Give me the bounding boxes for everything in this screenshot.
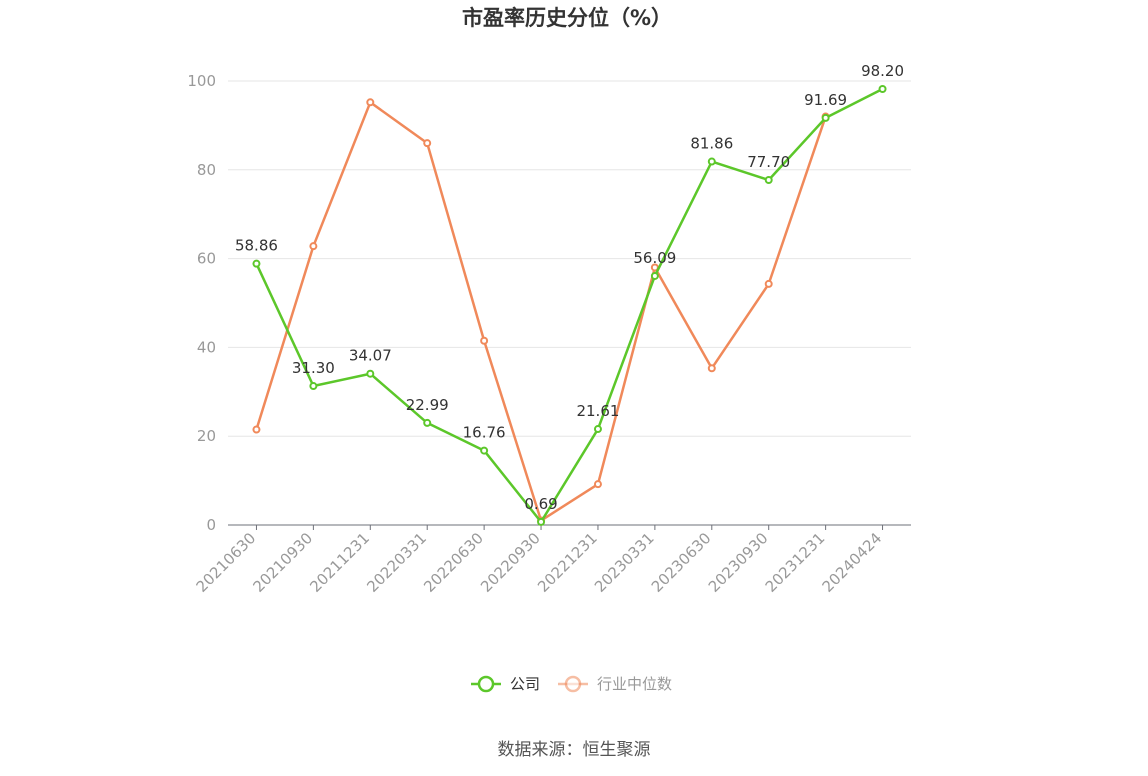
- y-tick-label: 100: [187, 72, 216, 90]
- legend[interactable]: 公司 行业中位数: [471, 675, 672, 693]
- data-point[interactable]: [537, 517, 546, 526]
- data-point[interactable]: [878, 84, 887, 93]
- data-labels: 58.86 31.30 34.07 22.99 16.76 0.69 21.61 56.09 8…: [235, 62, 904, 513]
- y-tick-label: 20: [197, 427, 216, 445]
- data-label: 56.09: [633, 249, 676, 267]
- y-tick-label: 0: [206, 516, 216, 534]
- series-company: [252, 84, 887, 526]
- data-point[interactable]: [252, 425, 261, 434]
- y-axis-ticks: 0 20 40 60 80 100: [187, 72, 216, 534]
- grid: [228, 80, 911, 437]
- data-point[interactable]: [309, 382, 318, 391]
- data-label: 58.86: [235, 237, 278, 255]
- x-tick-label: 20210930: [249, 529, 316, 596]
- legend-label: 公司: [510, 675, 540, 693]
- x-tick-label: 20240424: [819, 529, 886, 596]
- data-point[interactable]: [707, 157, 716, 166]
- data-label: 81.86: [690, 135, 733, 153]
- data-label: 77.70: [747, 153, 790, 171]
- x-tick-label: 20221231: [534, 529, 601, 596]
- data-source: 数据来源：恒生聚源: [498, 740, 651, 760]
- data-point[interactable]: [480, 446, 489, 455]
- legend-label: 行业中位数: [597, 675, 672, 693]
- x-tick-label: 20220630: [420, 529, 487, 596]
- data-point[interactable]: [764, 279, 773, 288]
- data-label: 21.61: [576, 402, 619, 420]
- x-tick-label: 20230331: [591, 529, 658, 596]
- data-label: 91.69: [804, 91, 847, 109]
- series-group: [252, 84, 887, 526]
- y-tick-label: 40: [197, 338, 216, 356]
- x-axis: 2021063020210930202112312022033120220630…: [193, 524, 911, 596]
- legend-marker: [564, 675, 582, 693]
- data-point[interactable]: [252, 259, 261, 268]
- data-label: 31.30: [292, 359, 335, 377]
- x-tick-label: 20220930: [477, 529, 544, 596]
- data-label: 34.07: [349, 347, 392, 365]
- data-label: 98.20: [861, 62, 904, 80]
- data-point[interactable]: [764, 176, 773, 185]
- data-label: 16.76: [463, 424, 506, 442]
- x-tick-label: 20230930: [705, 529, 772, 596]
- legend-marker: [477, 675, 495, 693]
- data-point[interactable]: [593, 480, 602, 489]
- series-industry-median: [252, 98, 830, 525]
- y-tick-label: 80: [197, 161, 216, 179]
- x-tick-label: 20210630: [193, 529, 260, 596]
- y-tick-label: 60: [197, 250, 216, 268]
- legend-item-company[interactable]: 公司: [471, 675, 540, 693]
- chart-title: 市盈率历史分位（%）: [462, 6, 672, 30]
- legend-item-industry-median[interactable]: 行业中位数: [558, 675, 672, 693]
- x-tick-label: 20230630: [648, 529, 715, 596]
- series-line: [255, 87, 884, 524]
- data-point[interactable]: [423, 139, 432, 148]
- x-tick-label: 20211231: [306, 529, 373, 596]
- series-line: [255, 101, 827, 522]
- x-tick-label: 20231231: [762, 529, 829, 596]
- data-point[interactable]: [366, 98, 375, 107]
- data-point[interactable]: [480, 336, 489, 345]
- data-label: 22.99: [406, 396, 449, 414]
- x-tick-label: 20220331: [363, 529, 430, 596]
- data-point[interactable]: [821, 113, 830, 122]
- data-point[interactable]: [707, 364, 716, 373]
- data-point[interactable]: [650, 271, 659, 280]
- data-point[interactable]: [309, 242, 318, 251]
- data-label: 0.69: [524, 495, 557, 513]
- data-point[interactable]: [423, 418, 432, 427]
- data-point[interactable]: [593, 425, 602, 434]
- data-point[interactable]: [366, 369, 375, 378]
